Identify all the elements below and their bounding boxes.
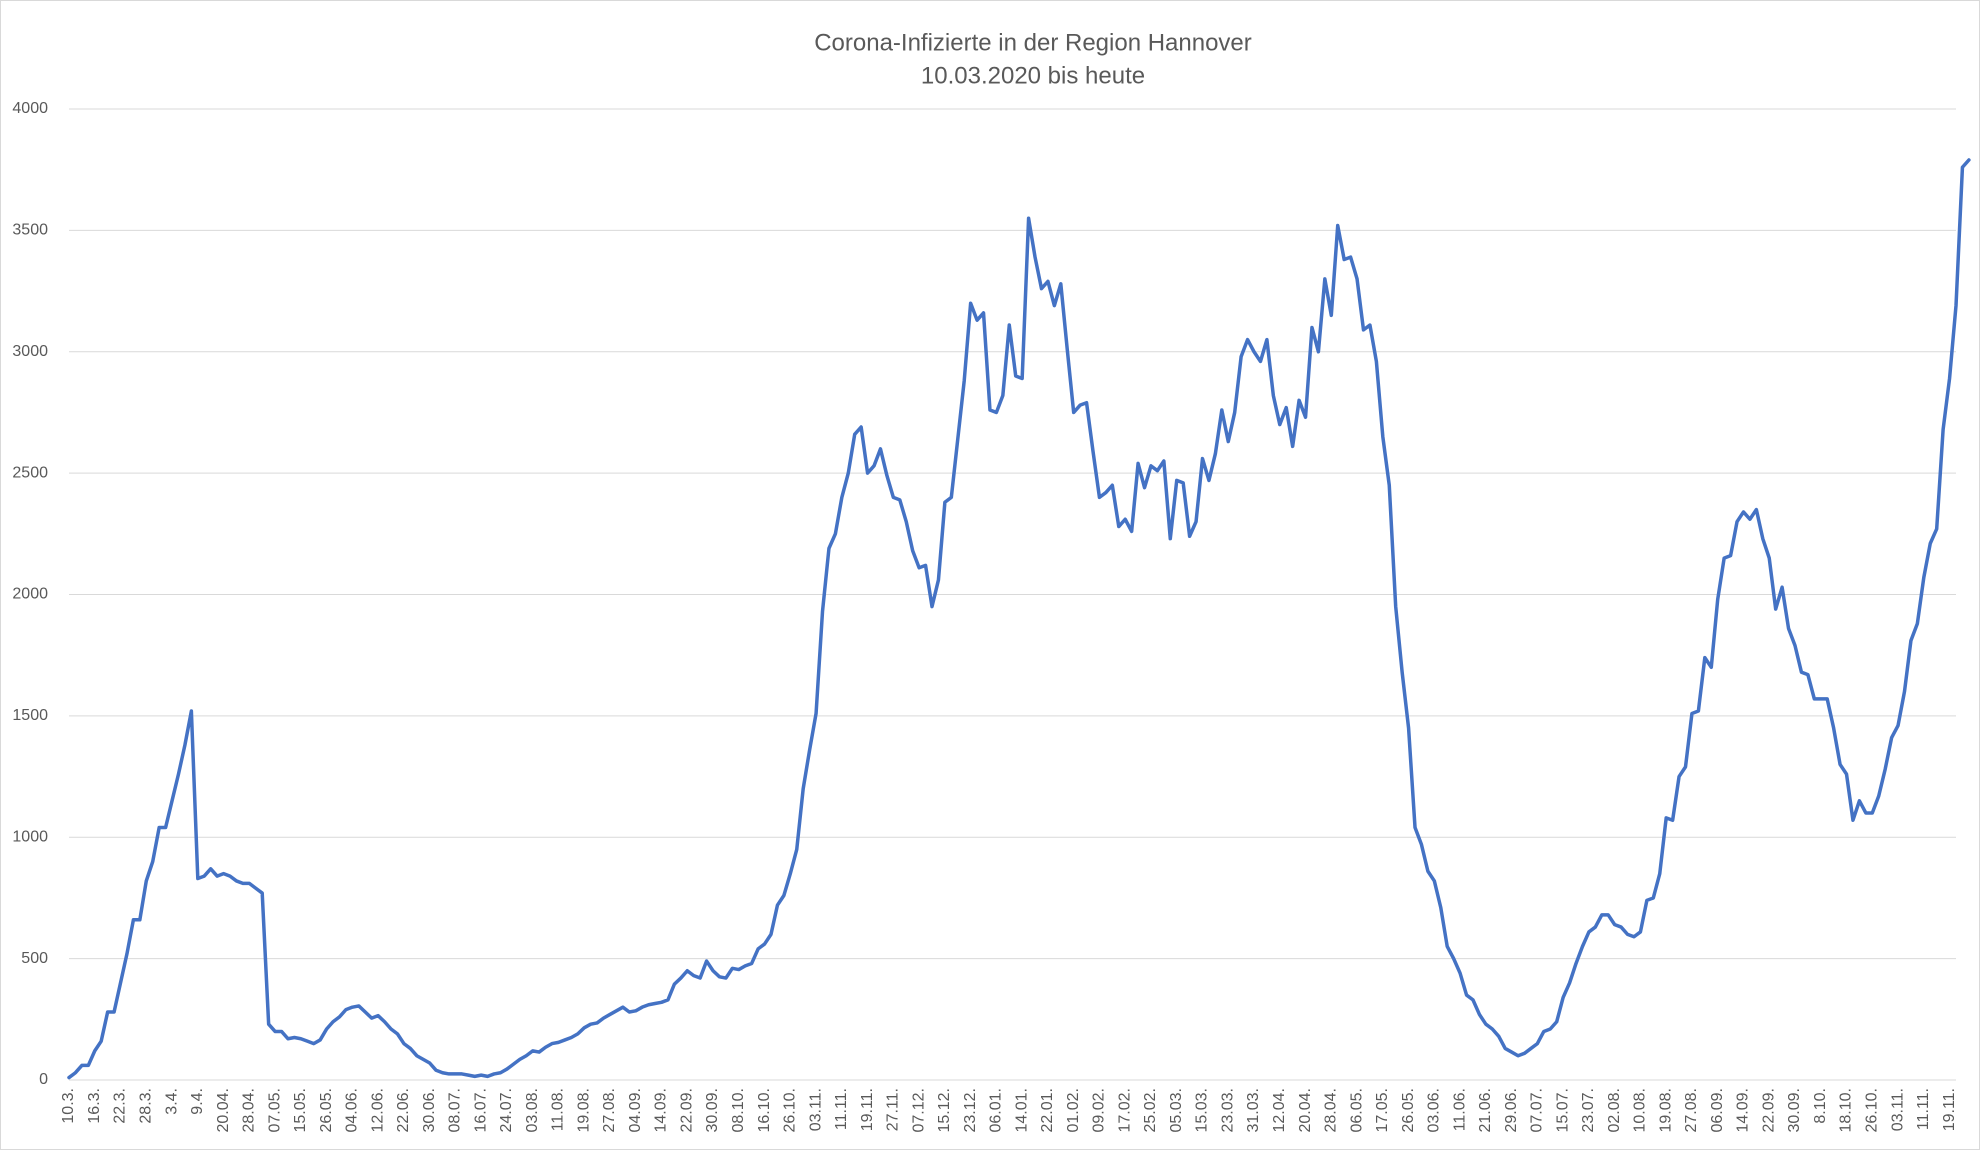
x-tick-label: 03.11. <box>807 1088 824 1131</box>
x-tick-label: 25.02. <box>1142 1088 1159 1132</box>
x-tick-label: 03.11. <box>1889 1088 1906 1131</box>
x-tick-label: 01.02. <box>1065 1088 1082 1132</box>
x-tick-label: 28.04. <box>1323 1088 1340 1132</box>
x-tick-label: 11.08. <box>550 1088 567 1131</box>
x-tick-label: 30.09. <box>704 1088 721 1132</box>
x-tick-label: 23.03. <box>1219 1088 1236 1132</box>
y-tick-label: 3000 <box>12 343 48 360</box>
x-tick-label: 16.10. <box>756 1088 773 1132</box>
x-tick-label: 07.12. <box>910 1088 927 1132</box>
x-tick-label: 26.10. <box>782 1088 799 1132</box>
x-tick-label: 31.03. <box>1245 1088 1262 1132</box>
data-line <box>67 158 1971 1080</box>
chart-title: Corona-Infizierte in der Region Hannover <box>814 29 1252 56</box>
x-tick-label: 02.08. <box>1606 1088 1623 1132</box>
x-tick-label: 14.01. <box>1013 1088 1030 1132</box>
x-tick-label: 14.09. <box>1735 1088 1752 1132</box>
x-tick-label: 27.08. <box>601 1088 618 1132</box>
x-tick-label: 29.06. <box>1503 1088 1520 1132</box>
x-tick-label: 27.11. <box>885 1088 902 1131</box>
x-tick-label: 28.04. <box>241 1088 258 1132</box>
x-tick-label: 22.09. <box>1760 1088 1777 1132</box>
x-tick-label: 07.05. <box>266 1088 283 1132</box>
x-tick-label: 22.09. <box>678 1088 695 1132</box>
y-tick-label: 0 <box>39 1071 48 1088</box>
x-tick-label: 20.04. <box>1297 1088 1314 1132</box>
x-tick-label: 19.08. <box>575 1088 592 1132</box>
x-tick-label: 16.07. <box>472 1088 489 1132</box>
x-tick-label: 16.3. <box>86 1088 103 1124</box>
x-tick-label: 11.11. <box>833 1088 850 1130</box>
x-tick-label: 19.08. <box>1657 1088 1674 1132</box>
x-tick-label: 23.12. <box>962 1088 979 1132</box>
y-tick-label: 2000 <box>12 586 48 603</box>
x-tick-label: 08.07. <box>447 1088 464 1132</box>
x-tick-label: 17.02. <box>1116 1088 1133 1132</box>
x-tick-label: 9.4. <box>189 1088 206 1115</box>
x-tick-label: 15.07. <box>1554 1088 1571 1132</box>
x-tick-label: 05.03. <box>1168 1088 1185 1132</box>
x-tick-label: 11.11. <box>1915 1088 1932 1130</box>
y-tick-label: 4000 <box>12 100 48 117</box>
y-tick-label: 2500 <box>12 464 48 481</box>
x-tick-label: 17.05. <box>1374 1088 1391 1132</box>
x-tick-label: 10.08. <box>1632 1088 1649 1132</box>
y-tick-label: 1500 <box>12 707 48 724</box>
x-tick-label: 30.09. <box>1786 1088 1803 1132</box>
x-tick-label: 03.06. <box>1426 1088 1443 1132</box>
x-tick-label: 19.11. <box>1941 1088 1958 1131</box>
x-tick-label: 8.10. <box>1812 1088 1829 1124</box>
x-tick-label: 28.3. <box>138 1088 155 1124</box>
x-tick-label: 30.06. <box>421 1088 438 1132</box>
x-tick-label: 26.10. <box>1863 1088 1880 1132</box>
x-tick-label: 11.06. <box>1451 1088 1468 1131</box>
x-tick-label: 23.07. <box>1580 1088 1597 1132</box>
x-tick-label: 04.09. <box>627 1088 644 1132</box>
x-tick-label: 22.06. <box>395 1088 412 1132</box>
x-tick-label: 22.3. <box>112 1088 129 1124</box>
x-tick-label: 26.05. <box>318 1088 335 1132</box>
x-tick-label: 10.3. <box>60 1088 77 1124</box>
x-tick-label: 21.06. <box>1477 1088 1494 1132</box>
x-tick-label: 22.01. <box>1039 1088 1056 1132</box>
x-tick-label: 18.10. <box>1838 1088 1855 1132</box>
x-tick-label: 06.09. <box>1709 1088 1726 1132</box>
x-tick-label: 26.05. <box>1400 1088 1417 1132</box>
x-tick-label: 24.07. <box>498 1088 515 1132</box>
y-tick-label: 3500 <box>12 222 48 239</box>
x-tick-label: 06.05. <box>1348 1088 1365 1132</box>
y-tick-label: 1000 <box>12 828 48 845</box>
x-tick-label: 15.03. <box>1194 1088 1211 1132</box>
x-tick-label: 20.04. <box>215 1088 232 1132</box>
x-tick-label: 19.11. <box>859 1088 876 1131</box>
x-tick-label: 09.02. <box>1091 1088 1108 1132</box>
x-tick-label: 08.10. <box>730 1088 747 1132</box>
chart-subtitle: 10.03.2020 bis heute <box>921 62 1145 89</box>
x-tick-label: 3.4. <box>163 1088 180 1115</box>
x-tick-label: 12.06. <box>369 1088 386 1132</box>
x-tick-label: 14.09. <box>653 1088 670 1132</box>
x-tick-label: 06.01. <box>988 1088 1005 1132</box>
x-tick-label: 12.04. <box>1271 1088 1288 1132</box>
x-tick-label: 07.07. <box>1529 1088 1546 1132</box>
x-tick-label: 15.05. <box>292 1088 309 1132</box>
x-tick-label: 03.08. <box>524 1088 541 1132</box>
y-tick-label: 500 <box>21 950 48 967</box>
x-tick-label: 27.08. <box>1683 1088 1700 1132</box>
x-tick-label: 15.12. <box>936 1088 953 1132</box>
x-tick-label: 04.06. <box>344 1088 361 1132</box>
